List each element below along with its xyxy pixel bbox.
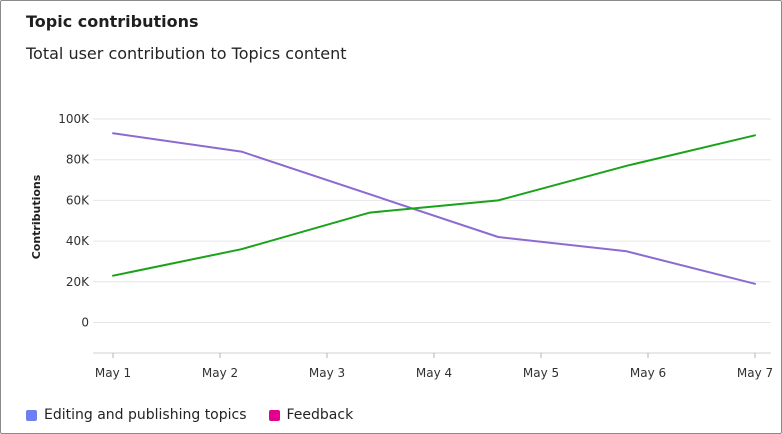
series-line-1	[112, 132, 756, 285]
legend-item-feedback[interactable]: Feedback	[268, 407, 354, 423]
legend-swatch-editing	[26, 409, 37, 421]
legend-swatch-feedback	[268, 409, 280, 421]
y-tick-label: 0	[81, 315, 89, 329]
x-tick-label: May 3	[309, 366, 345, 380]
y-tick-label: 20K	[66, 275, 90, 289]
legend-label-editing: Editing and publishing topics	[44, 407, 247, 423]
chart-title: Topic contributions	[26, 12, 199, 31]
x-tick-label: May 5	[523, 366, 559, 380]
x-tick-label: May 6	[630, 366, 666, 380]
gridlines	[93, 118, 771, 354]
x-tick-label: May 1	[95, 366, 131, 380]
chart-subtitle: Total user contribution to Topics conten…	[26, 44, 347, 63]
legend-item-editing[interactable]: Editing and publishing topics	[26, 407, 247, 423]
y-axis-ticks: 0 20K 40K 60K 80K 100K	[58, 112, 90, 329]
legend-label-feedback: Feedback	[286, 407, 354, 423]
x-tick-label: May 4	[416, 366, 452, 380]
x-tick-label: May 7	[737, 366, 773, 380]
y-tick-label: 100K	[58, 112, 90, 126]
y-tick-label: 80K	[66, 153, 90, 167]
series-line-2	[112, 134, 756, 277]
legend: Editing and publishing topics Feedback	[26, 407, 353, 423]
series-lines	[112, 132, 756, 285]
x-axis-ticks: May 1 May 2 May 3 May 4 May 5 May 6 May 7	[95, 353, 773, 380]
y-tick-label: 40K	[66, 234, 90, 248]
y-axis-label: Contributions	[30, 174, 43, 259]
x-tick-label: May 2	[202, 366, 238, 380]
y-tick-label: 60K	[66, 193, 90, 207]
